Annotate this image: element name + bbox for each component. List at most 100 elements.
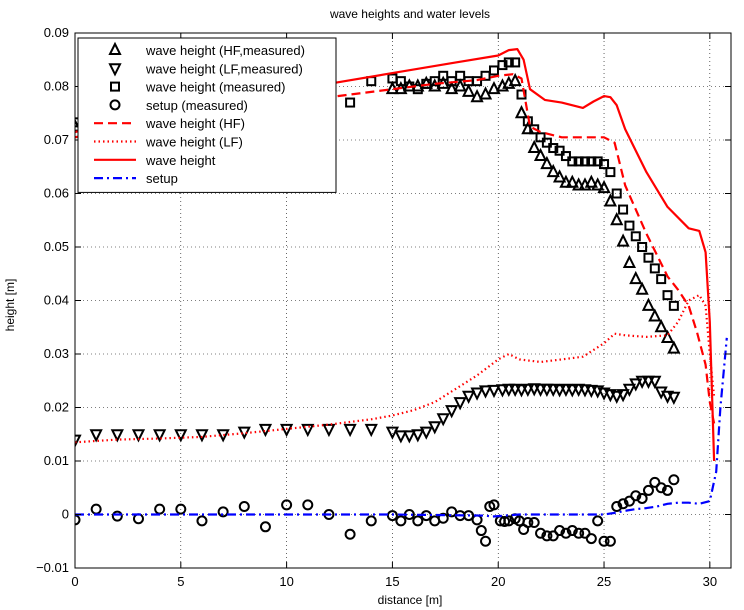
data-point xyxy=(623,495,635,507)
data-point xyxy=(618,204,629,215)
data-point xyxy=(345,97,356,108)
data-point xyxy=(445,80,459,95)
data-point xyxy=(667,391,681,406)
data-point xyxy=(529,124,540,135)
data-point xyxy=(365,515,377,527)
data-point xyxy=(535,527,547,539)
data-point xyxy=(522,517,534,529)
data-point xyxy=(548,143,559,154)
data-point xyxy=(480,535,492,547)
data-point xyxy=(565,174,579,188)
data-point xyxy=(567,156,578,167)
data-point xyxy=(616,233,630,247)
data-point xyxy=(559,174,573,188)
legend-label: wave height (HF,measured) xyxy=(145,43,305,58)
y-tick-label: −0.01 xyxy=(36,560,69,575)
data-point xyxy=(89,429,103,443)
data-point xyxy=(175,503,187,515)
legend-marker xyxy=(108,63,122,77)
data-point xyxy=(668,300,679,311)
data-point xyxy=(598,535,610,547)
data-point xyxy=(554,145,565,156)
x-axis-label: distance [m] xyxy=(378,593,443,607)
data-point xyxy=(560,527,572,539)
y-tick-label: 0.08 xyxy=(44,79,69,94)
data-point xyxy=(514,105,529,119)
data-point xyxy=(622,254,637,269)
data-point xyxy=(438,70,449,81)
data-point xyxy=(322,423,336,438)
data-point xyxy=(516,89,527,100)
data-point xyxy=(301,423,315,438)
data-point xyxy=(599,159,610,170)
data-point xyxy=(540,155,554,170)
data-point xyxy=(629,270,643,285)
legend-swatch xyxy=(110,81,120,92)
data-point xyxy=(617,498,629,510)
data-point xyxy=(488,65,499,76)
data-point xyxy=(216,429,230,443)
y-tick-label: 0.07 xyxy=(44,132,69,147)
data-point xyxy=(591,177,605,191)
data-point xyxy=(528,517,540,529)
data-point xyxy=(584,174,598,188)
series-3 xyxy=(75,474,680,547)
legend-swatch xyxy=(109,99,121,111)
legend-label: wave height (LF,measured) xyxy=(145,61,303,76)
data-point xyxy=(419,426,433,440)
data-point xyxy=(649,476,661,488)
data-point xyxy=(495,384,510,398)
data-point xyxy=(437,512,449,524)
data-point xyxy=(610,390,624,404)
x-tick-label: 20 xyxy=(491,574,505,589)
data-point xyxy=(527,139,541,154)
data-point xyxy=(643,252,654,263)
data-point xyxy=(487,80,501,95)
data-point xyxy=(453,78,467,92)
data-point xyxy=(572,177,586,191)
legend-swatch xyxy=(108,63,122,77)
data-point xyxy=(592,515,604,527)
legend-marker xyxy=(109,99,121,111)
data-point xyxy=(195,429,209,443)
legend-label: wave height (LF) xyxy=(145,135,243,150)
data-point xyxy=(394,430,408,444)
data-point xyxy=(402,430,416,444)
data-point xyxy=(343,423,357,438)
data-point xyxy=(560,151,571,162)
data-point xyxy=(436,413,450,427)
x-tick-label: 25 xyxy=(597,574,611,589)
data-point xyxy=(533,147,548,162)
data-point xyxy=(302,499,314,511)
y-tick-label: 0.04 xyxy=(44,293,69,308)
data-point xyxy=(412,84,423,95)
data-point xyxy=(546,163,560,178)
data-point xyxy=(573,156,584,167)
data-point xyxy=(461,83,476,97)
data-point xyxy=(503,57,514,68)
data-point xyxy=(535,132,546,143)
data-point xyxy=(566,525,578,537)
data-point xyxy=(649,263,660,274)
data-point xyxy=(279,423,294,438)
legend-label: setup (measured) xyxy=(146,98,248,113)
y-tick-label: 0.09 xyxy=(44,25,69,40)
data-point xyxy=(259,521,271,533)
data-point xyxy=(429,76,440,87)
legend-label: wave height xyxy=(145,153,216,168)
data-point xyxy=(604,535,616,547)
data-point xyxy=(662,290,673,301)
x-tick-label: 15 xyxy=(385,574,399,589)
data-point xyxy=(196,515,208,527)
data-point xyxy=(541,530,553,542)
data-point xyxy=(603,193,617,207)
data-point xyxy=(281,499,293,511)
data-point xyxy=(510,57,521,68)
x-tick-label: 10 xyxy=(279,574,293,589)
y-tick-label: 0.02 xyxy=(44,400,69,415)
data-point xyxy=(642,484,654,496)
data-point xyxy=(579,156,590,167)
y-tick-label: 0.06 xyxy=(44,186,69,201)
legend-swatch xyxy=(108,41,122,55)
data-point xyxy=(648,375,662,389)
